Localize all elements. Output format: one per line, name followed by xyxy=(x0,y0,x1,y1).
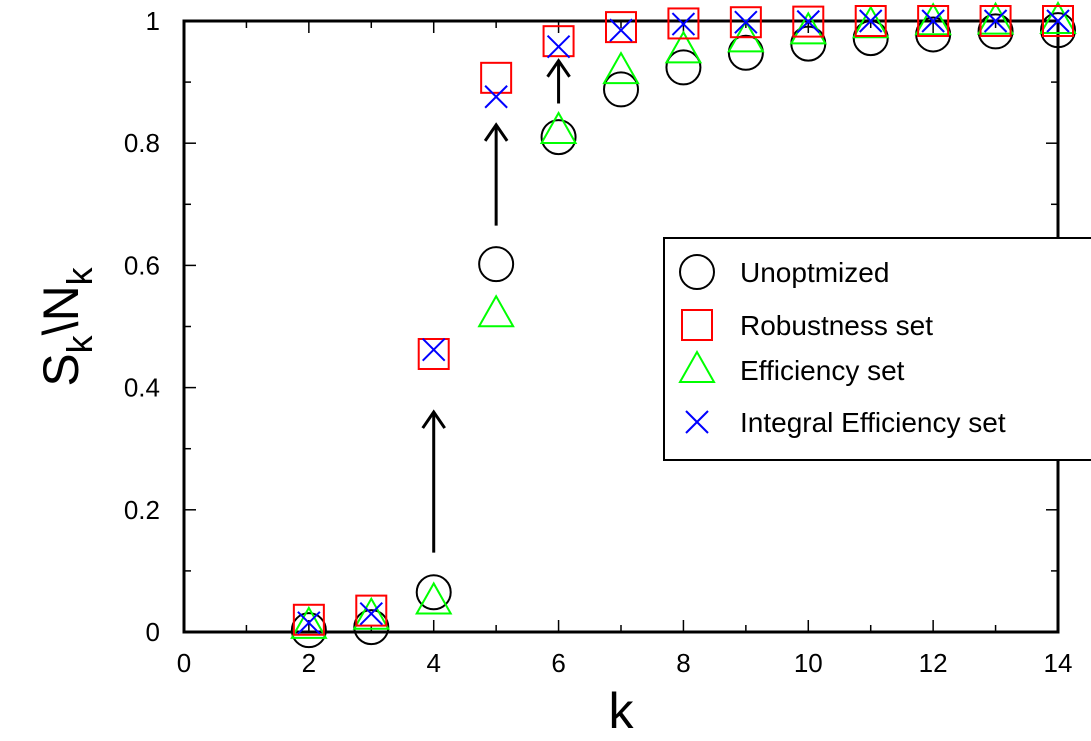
data-point-x xyxy=(921,9,945,33)
data-point-square xyxy=(979,5,1012,37)
series-square xyxy=(292,5,1074,636)
data-point-square xyxy=(854,5,887,37)
y-tick-label: 1 xyxy=(146,6,160,36)
legend-entry-unoptmized: Unoptmized xyxy=(740,257,889,288)
data-point-triangle xyxy=(352,596,391,630)
svg-text:Sk\Nk: Sk\Nk xyxy=(33,266,100,386)
data-point-triangle xyxy=(1039,0,1077,34)
annotation-arrows xyxy=(421,58,571,553)
y-tick-label: 0.2 xyxy=(124,495,160,525)
data-point-circle xyxy=(540,119,577,156)
data-point-x xyxy=(671,12,696,36)
data-point-circle xyxy=(603,71,639,108)
data-point-x xyxy=(484,85,508,109)
y-tick-label: 0 xyxy=(146,617,160,647)
data-point-circle xyxy=(727,34,764,71)
data-point-square xyxy=(542,25,575,58)
data-point-x xyxy=(546,34,571,59)
data-point-square xyxy=(792,5,825,38)
data-point-square xyxy=(917,5,950,37)
legend-box xyxy=(663,237,1091,461)
y-axis-label-sub1: k xyxy=(59,334,100,353)
data-point-triangle xyxy=(976,1,1015,35)
x-tick-label: 12 xyxy=(919,648,948,678)
x-tick-label: 8 xyxy=(676,648,690,678)
annotation-arrow xyxy=(546,58,571,104)
data-point-square xyxy=(292,603,325,636)
data-point-circle xyxy=(415,574,452,611)
legend-symbols xyxy=(678,254,716,434)
legend-entry-efficiency-set: Efficiency set xyxy=(740,355,905,386)
data-point-x xyxy=(609,18,633,42)
series-triangle xyxy=(290,0,1077,639)
legend-symbol-square xyxy=(681,309,713,341)
data-point-square xyxy=(605,11,637,44)
data-point-x xyxy=(734,10,758,34)
data-point-circle xyxy=(665,49,702,86)
data-point-triangle xyxy=(602,51,640,85)
data-point-circle xyxy=(478,246,515,283)
series-x xyxy=(297,9,1070,635)
data-point-triangle xyxy=(290,605,328,639)
data-point-square xyxy=(417,337,450,370)
x-axis-label: k xyxy=(609,683,635,739)
data-point-triangle xyxy=(664,30,703,64)
data-point-x xyxy=(1046,9,1070,33)
y-tick-label: 0.8 xyxy=(124,128,160,158)
data-point-x xyxy=(359,601,383,626)
data-point-circle xyxy=(977,13,1014,50)
x-tick-label: 2 xyxy=(302,648,316,678)
legend-entry-robustness-set: Robustness set xyxy=(740,310,933,341)
data-point-x xyxy=(859,9,883,33)
data-point-x xyxy=(796,9,820,34)
legend-symbol-circle xyxy=(679,254,715,290)
data-point-triangle xyxy=(414,581,453,615)
data-point-square xyxy=(667,7,700,40)
y-tick-label: 0.4 xyxy=(124,373,160,403)
data-point-x xyxy=(983,9,1008,33)
y-axis-label-sep: \N xyxy=(33,285,89,335)
x-tick-label: 0 xyxy=(177,648,191,678)
y-axis-label-sub2: k xyxy=(59,266,100,285)
data-point-circle xyxy=(290,612,327,649)
data-point-triangle xyxy=(851,5,890,39)
legend-symbol-triangle xyxy=(678,349,716,383)
x-tick-label: 10 xyxy=(794,648,823,678)
data-point-x xyxy=(422,338,446,362)
data-point-triangle xyxy=(914,2,952,36)
y-axis-label-main: S xyxy=(33,353,89,386)
x-tick-label: 4 xyxy=(426,648,440,678)
data-point-circle xyxy=(1040,12,1076,49)
data-point-triangle xyxy=(539,110,578,144)
legend: Unoptmized Robustness set Efficiency set… xyxy=(663,237,1091,461)
data-point-x xyxy=(297,611,321,635)
annotation-arrow xyxy=(483,122,509,226)
legend-symbol-x xyxy=(685,410,709,434)
annotation-arrow xyxy=(421,409,446,553)
data-point-square xyxy=(355,594,388,627)
data-point-triangle xyxy=(789,11,828,45)
data-points xyxy=(290,0,1077,649)
x-tick-label: 6 xyxy=(551,648,565,678)
legend-entry-integral-efficiency-set: Integral Efficiency set xyxy=(740,407,1006,438)
data-point-triangle xyxy=(477,294,515,328)
y-axis-label: Sk\Nk xyxy=(33,266,100,386)
data-point-square xyxy=(729,6,762,39)
data-point-square xyxy=(1042,5,1074,37)
x-tick-label: 14 xyxy=(1044,648,1073,678)
y-tick-label: 0.6 xyxy=(124,250,160,280)
data-point-square xyxy=(480,61,513,94)
